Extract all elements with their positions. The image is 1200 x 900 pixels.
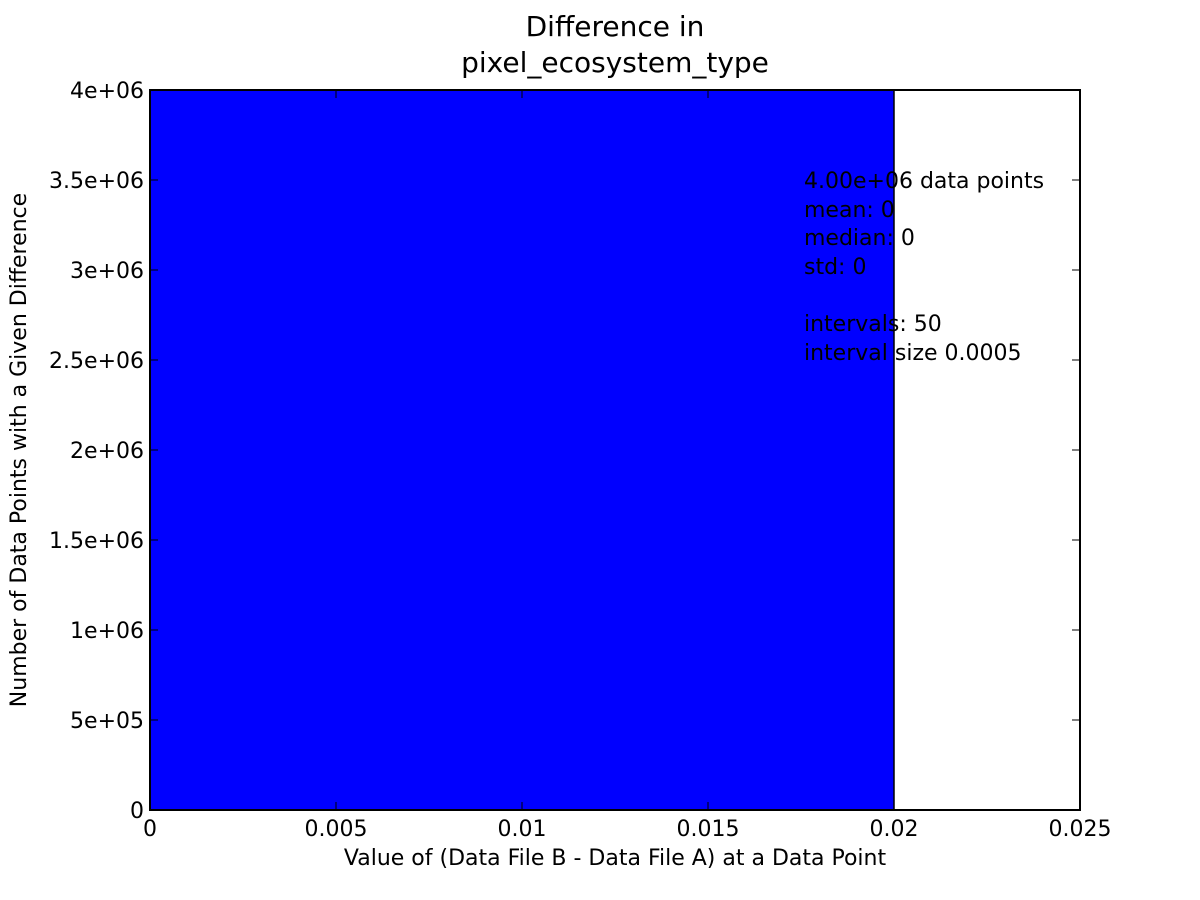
chart-title: Difference in pixel_ecosystem_type [461,10,769,79]
histogram-bar-0 [149,89,895,811]
chart-title-line-2: pixel_ecosystem_type [461,46,769,79]
y-tick-label-5: 2.5e+06 [49,349,144,374]
x-axis-label: Value of (Data File B - Data File A) at … [344,846,887,871]
y-tick-label-2: 1e+06 [70,619,144,644]
stats-line-mean: mean: 0 [804,198,895,223]
chart-title-line-1: Difference in [526,10,705,43]
y-tick-label-1: 5e+05 [70,709,144,734]
y-tick-label-7: 3.5e+06 [49,169,144,194]
x-tick-label-2: 0.01 [498,817,547,842]
y-tick-label-0: 0 [130,799,144,824]
y-tick-label-6: 3e+06 [70,259,144,284]
y-tick-label-8: 4e+06 [70,79,144,104]
x-tick-label-0: 0 [143,817,157,842]
y-tick-label-3: 1.5e+06 [49,529,144,554]
stats-line-std: std: 0 [804,255,866,280]
x-tick-label-4: 0.02 [870,817,919,842]
stats-line-interval-size: interval size 0.0005 [804,341,1022,366]
ticks-layer [149,89,1081,811]
x-tick-label-3: 0.015 [677,817,740,842]
bars-layer [149,89,895,811]
y-tick-label-4: 2e+06 [70,439,144,464]
x-tick-labels: 0 0.005 0.01 0.015 0.02 0.025 [143,817,1111,842]
stats-line-count: 4.00e+06 data points [804,169,1044,194]
x-tick-label-5: 0.025 [1049,817,1112,842]
stats-line-median: median: 0 [804,226,915,251]
stats-line-intervals: intervals: 50 [804,312,942,337]
y-tick-labels: 0 5e+05 1e+06 1.5e+06 2e+06 2.5e+06 3e+06 3.5e+… [49,79,144,824]
statistics-annotation: 4.00e+06 data points mean: 0 median: 0 s… [804,169,1044,366]
y-axis-label: Number of Data Points with a Given Diffe… [7,193,32,707]
x-tick-label-1: 0.005 [305,817,368,842]
